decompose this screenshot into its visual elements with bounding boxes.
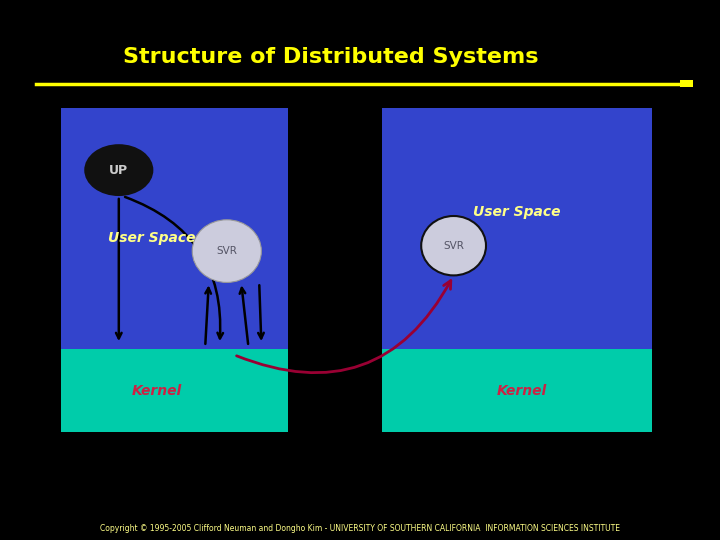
Text: SVR: SVR <box>444 241 464 251</box>
Bar <box>680 80 693 87</box>
Circle shape <box>84 144 153 196</box>
Text: Kernel: Kernel <box>131 384 181 397</box>
Bar <box>382 108 652 349</box>
Ellipse shape <box>421 216 486 275</box>
Ellipse shape <box>192 220 261 282</box>
Text: Copyright © 1995-2005 Clifford Neuman and Dongho Kim - UNIVERSITY OF SOUTHERN CA: Copyright © 1995-2005 Clifford Neuman an… <box>100 524 620 532</box>
Bar <box>61 108 288 349</box>
Bar <box>61 349 288 432</box>
Text: SVR: SVR <box>217 246 237 256</box>
Text: User Space: User Space <box>108 231 196 245</box>
Text: UP: UP <box>109 164 128 177</box>
Text: Kernel: Kernel <box>497 384 547 397</box>
Bar <box>382 349 652 432</box>
FancyArrowPatch shape <box>237 281 451 373</box>
Text: User Space: User Space <box>473 205 560 219</box>
Text: Structure of Distributed Systems: Structure of Distributed Systems <box>123 46 539 67</box>
